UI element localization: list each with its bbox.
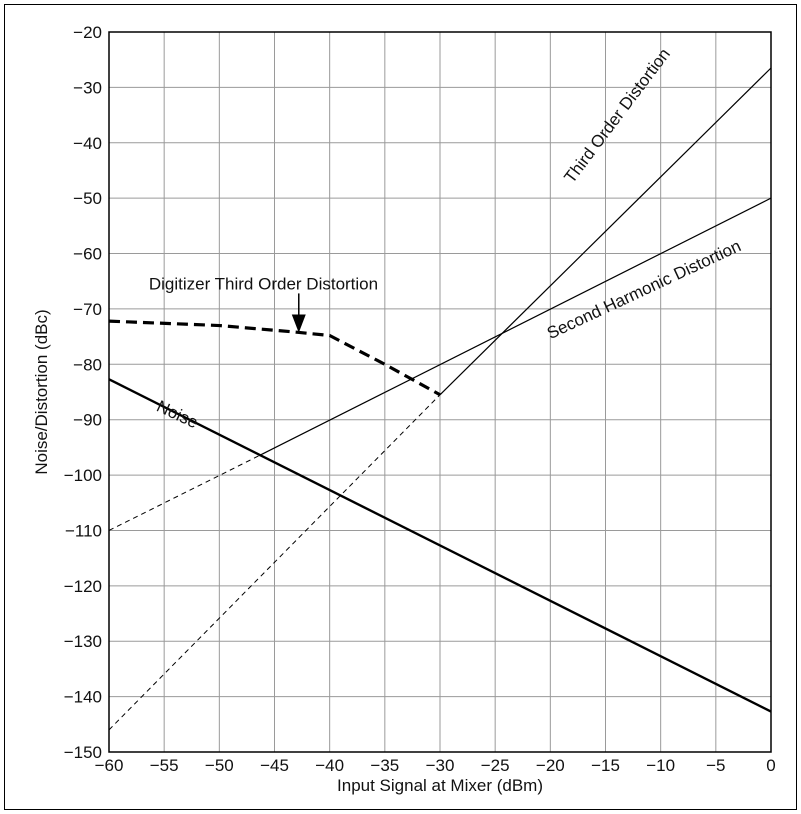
y-axis-ticks: −20 −30 −40 −50 −60 −70 −80 −90 −100 −110 −120 −130… [64,23,102,762]
y-tick-label: −90 [73,411,102,430]
annotation-second: Second Harmonic Distortion [544,236,744,343]
grid [108,31,772,753]
x-tick-label: −40 [315,756,344,775]
series-line-third-order-distortion [439,67,772,396]
x-tick-label: −55 [150,756,179,775]
series-line-digitizer-third-order-distortion [108,319,441,397]
y-tick-label: −70 [73,300,102,319]
annotation-third: Third Order Distortion [560,45,674,187]
y-tick-label: −150 [64,743,102,762]
series-line-third-order-distortion-extrapolated [108,394,441,731]
y-tick-label: −40 [73,134,102,153]
y-tick-label: −60 [73,245,102,264]
y-tick-label: −110 [65,521,102,540]
x-tick-label: −30 [426,756,455,775]
y-tick-label: −20 [73,23,102,42]
plot-border [108,31,772,753]
chart-frame [4,4,797,810]
y-tick-label: −130 [64,632,102,651]
x-tick-label: −25 [481,756,510,775]
x-tick-label: −45 [260,756,289,775]
y-tick-label: −140 [64,688,102,707]
x-tick-label: −60 [95,756,124,775]
y-tick-label: −120 [64,577,102,596]
annotations: Noise Third Order Distortion Second Harmon… [149,45,744,433]
y-tick-label: −50 [73,189,102,208]
arrow-down-icon [291,314,306,333]
series-lines [108,67,772,731]
series-line-noise [108,378,772,713]
x-tick-label: −35 [370,756,399,775]
annotation-digitizer: Digitizer Third Order Distortion [149,275,378,294]
x-tick-label: −20 [536,756,565,775]
x-tick-label: 0 [766,756,775,775]
x-axis-title: Input Signal at Mixer (dBm) [337,776,543,795]
annotation-noise: Noise [154,397,201,433]
x-tick-label: −10 [646,756,675,775]
y-tick-label: −30 [73,78,102,97]
y-tick-label: −100 [64,466,102,485]
y-tick-label: −80 [73,355,102,374]
series-line-second-harmonic-distortion [258,197,772,457]
x-tick-label: −50 [205,756,234,775]
x-tick-label: −5 [706,756,725,775]
x-axis-ticks: −60 −55 −50 −45 −40 −35 −30 −25 −20 −15 −10 −5 0 [95,756,776,775]
x-tick-label: −15 [591,756,620,775]
y-axis-title: Noise/Distortion (dBc) [32,309,51,474]
series-line-second-harmonic-distortion-extrapolated [108,455,260,531]
